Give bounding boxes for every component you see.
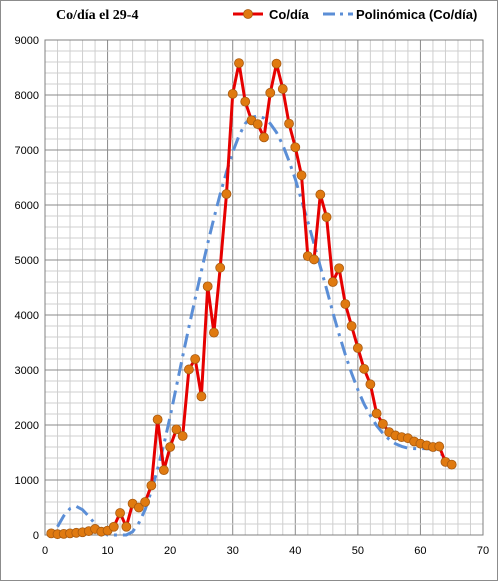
y-tick-label: 1000 bbox=[15, 475, 39, 487]
legend: Co/día Polinómica (Co/día) bbox=[233, 7, 477, 22]
data-point bbox=[252, 119, 263, 130]
data-point bbox=[284, 118, 294, 129]
data-point bbox=[321, 212, 332, 223]
data-point bbox=[133, 502, 144, 513]
data-point bbox=[202, 281, 213, 292]
data-point bbox=[359, 363, 370, 374]
data-point bbox=[259, 132, 269, 143]
y-tick-label: 2000 bbox=[15, 420, 39, 432]
data-point bbox=[108, 521, 119, 532]
data-point bbox=[340, 299, 351, 309]
data-point bbox=[315, 189, 326, 200]
y-tick-label: 9000 bbox=[15, 35, 39, 47]
data-point bbox=[352, 343, 363, 353]
data-point bbox=[327, 277, 338, 287]
data-point bbox=[346, 321, 357, 331]
data-point bbox=[215, 262, 226, 273]
data-point bbox=[277, 84, 288, 94]
data-point bbox=[196, 391, 207, 402]
data-point bbox=[265, 87, 276, 98]
plot-area bbox=[44, 39, 484, 536]
data-point bbox=[177, 431, 188, 441]
data-point bbox=[115, 508, 125, 518]
data-point bbox=[221, 189, 232, 199]
data-point bbox=[184, 364, 194, 375]
data-point bbox=[190, 354, 201, 364]
y-tick-label: 7000 bbox=[15, 145, 39, 157]
data-point bbox=[365, 379, 376, 390]
data-point bbox=[146, 480, 157, 491]
series-codia-markers bbox=[46, 58, 457, 540]
data-point bbox=[171, 424, 182, 435]
data-point bbox=[240, 96, 251, 107]
data-point bbox=[121, 521, 132, 532]
data-point bbox=[371, 408, 382, 419]
data-point bbox=[165, 442, 176, 452]
series-codia-line bbox=[51, 61, 453, 536]
x-tick-label: 10 bbox=[101, 545, 113, 557]
x-tick-label: 0 bbox=[42, 545, 48, 557]
y-tick-label: 6000 bbox=[15, 200, 39, 212]
chart-title: Co/día el 29-4 bbox=[56, 8, 138, 23]
x-tick-label: 60 bbox=[414, 545, 426, 557]
x-tick-label: 70 bbox=[477, 545, 489, 557]
data-point bbox=[140, 497, 151, 507]
y-tick-label: 5000 bbox=[15, 255, 39, 267]
gridlines bbox=[44, 39, 484, 536]
legend-label-polinomica: Polinómica (Co/día) bbox=[356, 7, 477, 22]
legend-marker-codia bbox=[243, 9, 253, 19]
data-point bbox=[152, 414, 163, 425]
data-point bbox=[209, 327, 219, 338]
y-tick-label: 4000 bbox=[15, 310, 39, 322]
data-point bbox=[234, 58, 244, 68]
legend-label-codia: Co/día bbox=[269, 7, 309, 22]
y-tick-label: 3000 bbox=[15, 365, 39, 377]
x-tick-label: 50 bbox=[352, 545, 364, 557]
data-point bbox=[309, 254, 319, 265]
data-point bbox=[227, 89, 238, 99]
x-tick-label: 20 bbox=[164, 545, 176, 557]
data-point bbox=[271, 58, 282, 69]
data-point bbox=[158, 465, 169, 476]
y-tick-label: 0 bbox=[33, 530, 39, 542]
data-point bbox=[334, 263, 344, 274]
data-point bbox=[290, 142, 301, 153]
data-point bbox=[434, 441, 445, 452]
data-point bbox=[296, 170, 307, 181]
series-polinomica-line bbox=[56, 114, 453, 537]
y-tick-label: 8000 bbox=[15, 90, 39, 102]
data-point bbox=[446, 459, 457, 470]
x-tick-label: 40 bbox=[289, 545, 301, 557]
tick-labels: 0 10 20 30 40 50 60 70 0 1000 2000 3000 4000 5000 6000… bbox=[15, 35, 490, 557]
data-point bbox=[377, 418, 388, 429]
x-tick-label: 30 bbox=[227, 545, 239, 557]
